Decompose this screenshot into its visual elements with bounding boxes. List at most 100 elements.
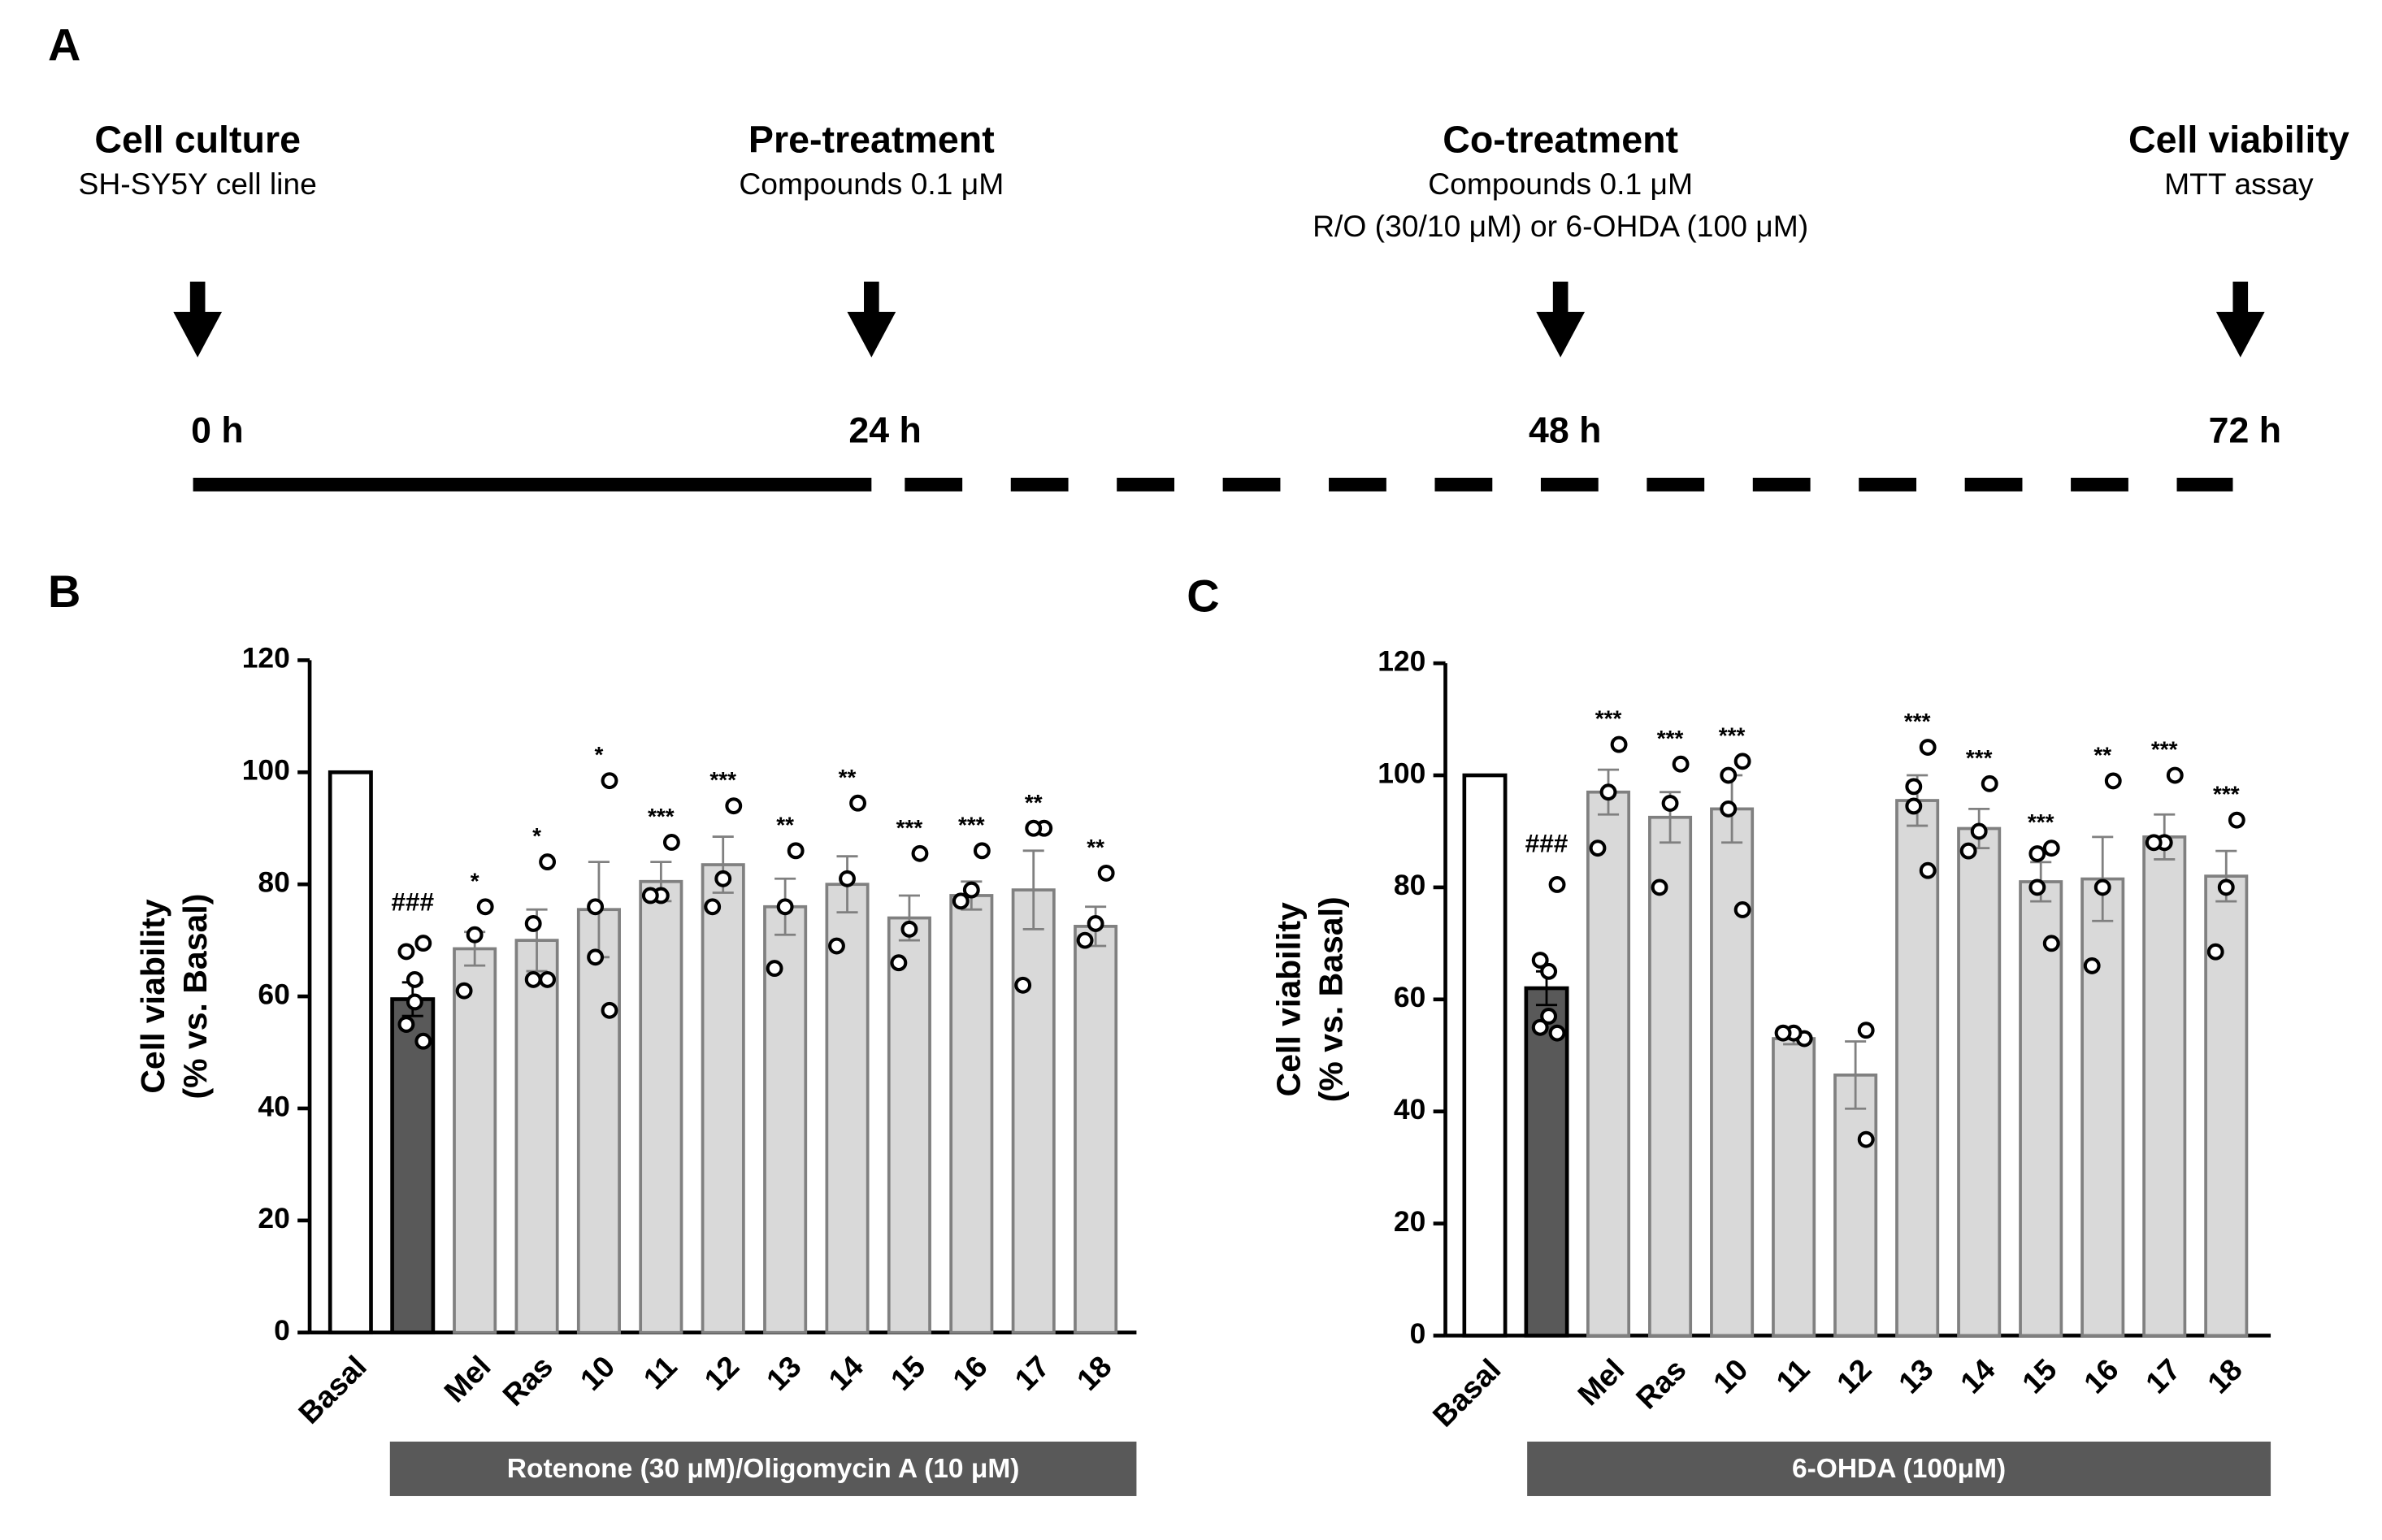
- y-tick-label: 120: [1378, 644, 1425, 677]
- data-point: [524, 915, 542, 932]
- bar: [1710, 807, 1755, 1338]
- data-point: [1610, 735, 1628, 753]
- data-point: [2145, 834, 2163, 852]
- significance-label: ***: [2151, 737, 2178, 762]
- y-axis-label: Cell viability: [134, 899, 171, 1093]
- bar: [1011, 888, 1056, 1334]
- data-point: [397, 943, 415, 961]
- data-point: [539, 853, 557, 871]
- data-point: [890, 954, 908, 972]
- data-point: [2228, 811, 2245, 829]
- group-bar: [389, 1441, 1137, 1496]
- y-tick-label: 40: [1394, 1093, 1425, 1126]
- significance-label: ***: [2213, 782, 2240, 807]
- data-point: [849, 794, 867, 812]
- bar: [701, 863, 745, 1334]
- bar: [887, 916, 931, 1334]
- data-point: [1076, 931, 1094, 949]
- panel-label: C: [1187, 570, 1219, 622]
- data-point: [414, 935, 432, 952]
- step-subtitle: SH-SY5Y cell line: [79, 167, 317, 201]
- bar: [639, 879, 683, 1334]
- significance-label: ***: [896, 815, 923, 840]
- error-bar: [1022, 849, 1044, 931]
- bar: [949, 894, 994, 1334]
- step-title: Pre-treatment: [748, 118, 995, 160]
- panel-label: B: [48, 566, 80, 617]
- data-point: [1589, 839, 1607, 857]
- arrow: [1536, 281, 1585, 358]
- data-point: [725, 797, 743, 815]
- data-point: [1857, 1130, 1875, 1148]
- data-point: [476, 898, 494, 916]
- data-point: [587, 948, 605, 966]
- data-point: [2028, 845, 2046, 862]
- data-point: [1981, 774, 1998, 792]
- data-point: [539, 970, 557, 988]
- data-point: [2083, 957, 2101, 974]
- data-point: [900, 920, 918, 938]
- bar: [825, 883, 870, 1334]
- bar: [1586, 790, 1631, 1338]
- bar: [1524, 986, 1569, 1338]
- data-point: [1540, 962, 1558, 980]
- significance-label: ***: [1595, 706, 1622, 731]
- y-axis-label: Cell viability: [1269, 902, 1307, 1096]
- data-point: [601, 772, 618, 790]
- step-subtitle: Compounds 0.1 μM: [739, 167, 1004, 201]
- data-point: [1548, 876, 1566, 893]
- y-axis-label: (% vs. Basal): [1312, 896, 1349, 1102]
- y-tick-label: 60: [258, 978, 289, 1010]
- bar: [1074, 925, 1118, 1334]
- data-point: [839, 870, 856, 887]
- group-label: 6-OHDA (100μM): [1792, 1454, 2006, 1484]
- data-point: [1733, 901, 1751, 918]
- arrow: [173, 281, 222, 358]
- data-point: [1905, 797, 1923, 815]
- bar: [1895, 799, 1940, 1338]
- step-subtitle: Compounds 0.1 μM: [1428, 167, 1693, 201]
- significance-label: ###: [391, 887, 434, 916]
- data-point: [466, 926, 484, 944]
- data-point: [1970, 822, 1988, 840]
- data-point: [2217, 878, 2235, 896]
- bar: [390, 997, 436, 1335]
- data-point: [1919, 739, 1937, 756]
- y-tick-label: 100: [1378, 757, 1425, 789]
- group-label: Rotenone (30 μM)/Oligomycin A (10 μM): [507, 1454, 1020, 1484]
- data-point: [1014, 976, 1032, 994]
- step-title: Co-treatment: [1443, 118, 1678, 160]
- data-point: [1087, 915, 1104, 932]
- significance-label: **: [1025, 790, 1043, 815]
- data-point: [787, 842, 805, 860]
- data-point: [766, 960, 783, 978]
- y-tick-label: 20: [258, 1202, 289, 1234]
- significance-label: **: [839, 765, 857, 790]
- y-tick-label: 80: [258, 866, 289, 899]
- data-point: [2093, 878, 2111, 896]
- significance-label: *: [532, 823, 541, 848]
- significance-label: ***: [1904, 709, 1931, 734]
- data-point: [1531, 952, 1549, 969]
- panel-label: A: [48, 19, 80, 70]
- data-point: [641, 887, 659, 904]
- bar: [514, 939, 559, 1334]
- data-point: [662, 834, 680, 851]
- data-point: [1025, 819, 1043, 837]
- data-point: [952, 892, 970, 910]
- data-point: [1857, 1022, 1875, 1039]
- data-point: [1905, 778, 1923, 796]
- significance-label: ***: [1966, 745, 1993, 770]
- data-point: [1531, 1018, 1549, 1036]
- data-point: [1097, 864, 1115, 882]
- significance-label: ###: [1525, 828, 1568, 857]
- time-label: 0 h: [191, 411, 244, 451]
- step-subtitle: R/O (30/10 μM) or 6-OHDA (100 μM): [1312, 209, 1808, 243]
- data-point: [406, 993, 423, 1011]
- bar: [1462, 773, 1508, 1338]
- significance-label: **: [776, 812, 794, 837]
- step-title: Cell culture: [94, 118, 301, 160]
- data-point: [601, 1001, 618, 1019]
- y-tick-label: 100: [242, 754, 290, 787]
- data-point: [1661, 795, 1679, 812]
